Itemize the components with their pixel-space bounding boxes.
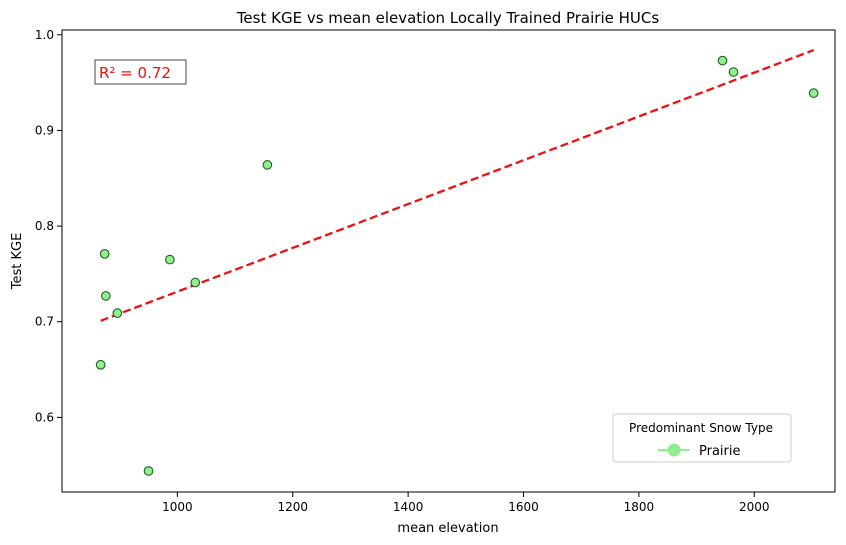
y-axis-label: Test KGE: [10, 233, 25, 291]
data-point: [717, 55, 728, 66]
y-axis-ticks: 0.6 0.7 0.8 0.9 1.0: [35, 28, 62, 424]
annotation-text: R² = 0.72: [99, 64, 171, 82]
data-points: [95, 55, 819, 476]
y-tick-label: 1.0: [35, 28, 54, 42]
data-point: [99, 248, 110, 259]
legend-marker-prairie: [667, 443, 681, 457]
x-tick-label: 1800: [624, 500, 655, 514]
data-point: [808, 88, 819, 98]
x-axis-label: mean elevation: [397, 521, 498, 536]
data-point: [143, 466, 154, 476]
y-tick-label: 0.9: [35, 123, 54, 137]
data-point: [728, 67, 739, 77]
y-tick-label: 0.6: [35, 410, 54, 424]
y-tick-label: 0.7: [35, 315, 54, 329]
legend-title: Predominant Snow Type: [629, 421, 773, 435]
x-tick-label: 1000: [162, 500, 193, 514]
data-point: [190, 277, 201, 288]
x-tick-label: 1200: [277, 500, 308, 514]
x-tick-label: 2000: [739, 500, 770, 514]
x-axis-ticks: 1000 1200 1400 1600 1800 2000: [162, 492, 770, 514]
trend-line-group: [100, 49, 815, 322]
y-tick-label: 0.8: [35, 219, 54, 233]
data-point: [112, 308, 123, 318]
r-squared-annotation: R² = 0.72: [94, 59, 187, 85]
chart-title: Test KGE vs mean elevation Locally Train…: [236, 9, 660, 27]
x-tick-label: 1600: [508, 500, 539, 514]
legend-entry-prairie: Prairie: [699, 444, 741, 459]
plot-area: [61, 29, 836, 493]
annotation-box: [94, 59, 187, 85]
legend-box: [612, 413, 792, 463]
plot-frame: [61, 29, 836, 493]
trend-line: [100, 49, 815, 322]
legend: Predominant Snow Type Prairie: [612, 413, 792, 463]
data-point: [100, 291, 111, 301]
x-tick-label: 1400: [393, 500, 424, 514]
data-point: [165, 254, 175, 265]
data-point: [262, 160, 273, 170]
data-point: [95, 359, 106, 370]
